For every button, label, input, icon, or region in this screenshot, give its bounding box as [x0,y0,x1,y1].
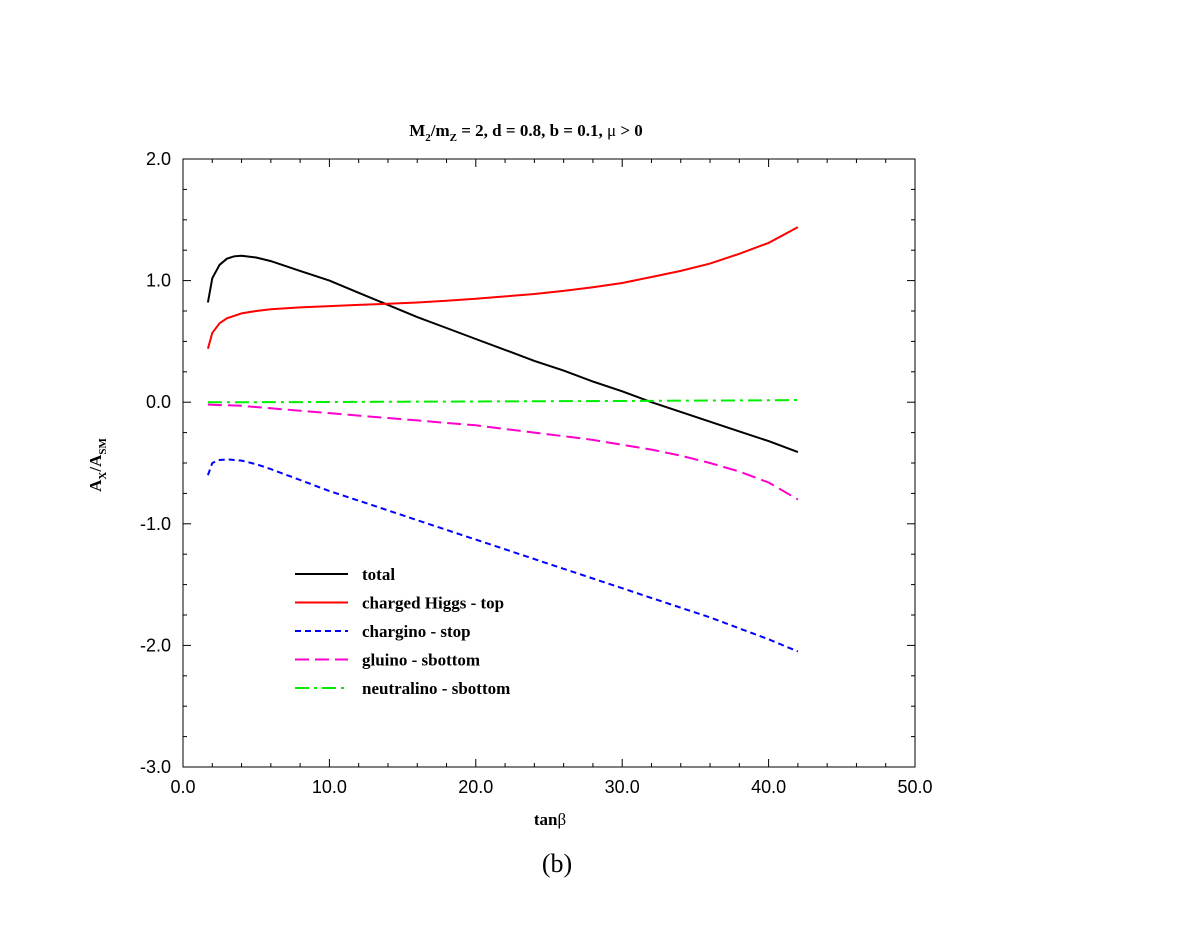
x-tick-label: 0.0 [170,777,195,797]
y-tick-label: 1.0 [146,271,171,291]
y-tick-label: -3.0 [140,757,171,777]
x-tick-label: 40.0 [751,777,786,797]
x-tick-label: 50.0 [897,777,932,797]
series-line-total [206,254,799,454]
series-lines [206,226,799,653]
series-line-charged-higgs-top [206,226,799,349]
legend-label-charged-higgs-top: charged Higgs - top [362,594,504,613]
series-line-gluino-sbottom [207,403,799,501]
series-line-neutralino-sbottom [207,399,798,404]
plot-area [182,158,916,768]
y-tick-label: 0.0 [146,392,171,412]
x-axis-label: tanβ [534,810,566,829]
y-tick-label: -2.0 [140,635,171,655]
y-axis-label: AX/ASM [86,438,109,492]
plot-frame [182,158,916,768]
legend-label-total: total [362,565,395,584]
x-tick-label: 10.0 [312,777,347,797]
y-tick-label: -1.0 [140,514,171,534]
series-line-chargino-stop [206,458,799,653]
figure-caption: (b) [542,849,572,878]
legend: total charged Higgs - top chargino - stop g… [295,565,510,698]
x-tick-label: 20.0 [458,777,493,797]
y-axis: -3.0 -2.0 -1.0 0.0 1.0 2.0 [140,149,915,777]
x-tick-label: 30.0 [605,777,640,797]
legend-label-gluino-sbottom: gluino - sbottom [362,651,480,670]
chart-title: M2/mZ = 2, d = 0.8, b = 0.1, μ > 0 [409,121,643,144]
legend-label-neutralino-sbottom: neutralino - sbottom [362,679,510,698]
y-tick-label: 2.0 [146,149,171,169]
legend-label-chargino-stop: chargino - stop [362,622,471,641]
x-axis: 0.0 10.0 20.0 30.0 40.0 50.0 [170,159,933,797]
